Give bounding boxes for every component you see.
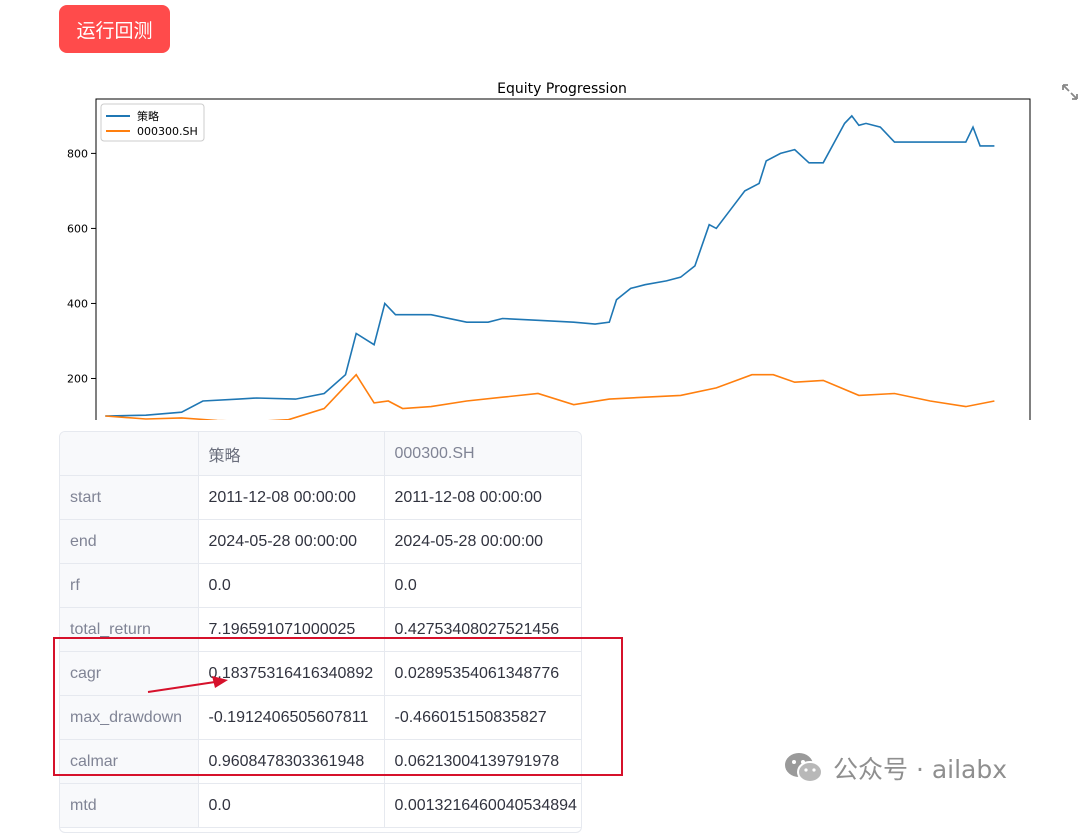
table-row: rf 0.0 0.0 (60, 563, 581, 608)
table-cell[interactable]: 0.0 (198, 563, 385, 608)
chart-title: Equity Progression (497, 81, 627, 97)
table-row-label[interactable]: start (60, 475, 199, 520)
table-cell[interactable]: -0.1912406505607811 (198, 695, 385, 740)
series-line-0 (105, 114, 995, 417)
table-header-row: 策略 000300.SH (60, 432, 581, 476)
y-tick-label: 600 (67, 222, 88, 235)
table-cell[interactable]: 2011-12-08 00:00:00 (384, 475, 581, 520)
table-header-index (60, 432, 199, 476)
y-tick-label: 800 (67, 147, 88, 160)
table-row: calmar 0.9608478303361948 0.06213004139791… (60, 739, 581, 784)
wechat-icon (785, 753, 823, 783)
table-cell[interactable]: 0.42753408027521456 (384, 607, 581, 652)
table-row-label[interactable]: calmar (60, 739, 199, 784)
table-header-strategy[interactable]: 策略 (198, 432, 385, 476)
table-cell[interactable]: 2024-05-28 00:00:00 (198, 519, 385, 564)
watermark: 公众号 · ailabx (783, 748, 1007, 788)
table-header-benchmark[interactable]: 000300.SH (384, 432, 581, 476)
chart-legend: 策略 000300.SH (100, 103, 205, 142)
table-cell[interactable]: 0.18375316416340892 (198, 651, 385, 696)
table-cell[interactable]: 0.0 (384, 563, 581, 608)
plot-frame (95, 98, 1031, 420)
y-tick-label: 200 (67, 372, 88, 385)
table-cell[interactable]: 0.0013216460040534894 (384, 783, 581, 828)
highlight-box (53, 637, 623, 776)
red-arrow-annotation (147, 676, 228, 693)
metrics-table-container: 策略 000300.SH start 2011-12-08 00:00:00 201… (59, 431, 582, 833)
legend-label-0: 策略 (137, 109, 159, 123)
table-row-label[interactable]: max_drawdown (60, 695, 199, 740)
table-row-label[interactable]: mtd (60, 783, 199, 828)
table-row-label[interactable]: total_return (60, 607, 199, 652)
table-cell[interactable]: 0.02895354061348776 (384, 651, 581, 696)
table-cell[interactable]: 7.196591071000025 (198, 607, 385, 652)
equity-chart: Equity Progression 策略 000300.SH 200 400 600… (67, 81, 1031, 420)
metrics-table: 策略 000300.SH start 2011-12-08 00:00:00 201… (60, 432, 581, 828)
table-row: start 2011-12-08 00:00:00 2011-12-08 00:00… (60, 475, 581, 520)
watermark-text: 公众号 · ailabx (833, 755, 1008, 784)
fullscreen-expand-icon[interactable] (1060, 82, 1080, 102)
table-cell[interactable]: -0.466015150835827 (384, 695, 581, 740)
table-cell[interactable]: 0.06213004139791978 (384, 739, 581, 784)
run-backtest-button[interactable]: 运行回测 (59, 5, 170, 53)
table-row: end 2024-05-28 00:00:00 2024-05-28 00:00:0… (60, 519, 581, 564)
table-cell[interactable]: 0.9608478303361948 (198, 739, 385, 784)
table-row-label[interactable]: rf (60, 563, 199, 608)
table-cell[interactable]: 0.0 (198, 783, 385, 828)
legend-label-1: 000300.SH (137, 125, 198, 138)
table-row-label[interactable]: end (60, 519, 199, 564)
table-row: max_drawdown -0.1912406505607811 -0.466015… (60, 695, 581, 740)
y-tick-label: 400 (67, 297, 88, 310)
series-line-1 (105, 373, 995, 420)
table-row: total_return 7.196591071000025 0.427534080… (60, 607, 581, 652)
table-cell[interactable]: 2011-12-08 00:00:00 (198, 475, 385, 520)
table-cell[interactable]: 2024-05-28 00:00:00 (384, 519, 581, 564)
table-row: mtd 0.0 0.0013216460040534894 (60, 783, 581, 828)
